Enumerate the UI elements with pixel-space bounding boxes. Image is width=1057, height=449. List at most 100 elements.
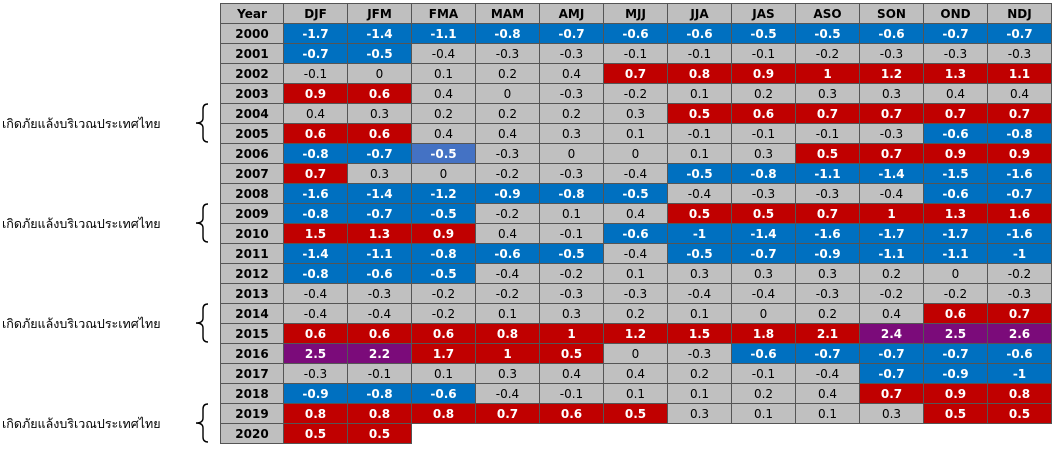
value-cell: -0.6 (603, 223, 668, 244)
value-cell: -0.6 (923, 183, 988, 204)
oni-table: Year DJF JFM FMA MAM AMJ MJJ JJA JAS ASO SON OND NDJ… (220, 3, 1052, 444)
value-cell: -1.6 (987, 163, 1052, 184)
table-header-row: Year DJF JFM FMA MAM AMJ MJJ JJA JAS ASO SON OND NDJ (220, 3, 1052, 24)
value-cell: -0.3 (539, 163, 604, 184)
value-cell: 0.4 (859, 303, 924, 324)
table-row: 2003 0.9 0.6 0.4 0 -0.3 -0.2 0.1 0.2 0.3 0.3 0.4 0.4 (220, 83, 1052, 104)
value-cell: -0.5 (731, 23, 796, 44)
value-cell: -0.1 (539, 223, 604, 244)
value-cell: -0.4 (603, 163, 668, 184)
value-cell: -0.2 (987, 263, 1052, 284)
value-cell: 1 (539, 323, 604, 344)
value-cell: -1.1 (859, 243, 924, 264)
value-cell: 0.3 (667, 263, 732, 284)
value-cell: -0.3 (539, 43, 604, 64)
value-cell: -0.2 (795, 43, 860, 64)
value-cell: 0.2 (475, 103, 540, 124)
value-cell: -0.4 (475, 263, 540, 284)
value-cell: 0.2 (539, 103, 604, 124)
value-cell: -0.8 (283, 203, 348, 224)
value-cell: 0.2 (731, 383, 796, 404)
value-cell: 0.7 (859, 103, 924, 124)
value-cell: -0.9 (795, 243, 860, 264)
year-cell: 2008 (220, 183, 284, 204)
column-header-jas: JAS (731, 3, 796, 24)
value-cell: 0.5 (987, 403, 1052, 424)
drought-annotation-label: เกิดภัยแล้งบริเวณประเทศไทย (2, 216, 161, 231)
value-cell: -0.6 (347, 263, 412, 284)
value-cell: -0.4 (731, 283, 796, 304)
value-cell: 2.1 (795, 323, 860, 344)
value-cell: 1.8 (731, 323, 796, 344)
year-cell: 2009 (220, 203, 284, 224)
year-cell: 2020 (220, 423, 284, 444)
value-cell: 0.8 (347, 403, 412, 424)
value-cell: -1.1 (347, 243, 412, 264)
year-cell: 2012 (220, 263, 284, 284)
empty-cell (603, 423, 668, 444)
value-cell: -1.4 (347, 183, 412, 204)
value-cell: -0.8 (475, 23, 540, 44)
column-header-ond: OND (923, 3, 988, 24)
year-cell: 2016 (220, 343, 284, 364)
value-cell: -1.4 (859, 163, 924, 184)
value-cell: -0.3 (987, 283, 1052, 304)
value-cell: 0.1 (411, 63, 476, 84)
value-cell: -0.2 (475, 163, 540, 184)
value-cell: -0.6 (411, 383, 476, 404)
table-row: 2013 -0.4 -0.3 -0.2 -0.2 -0.3 -0.3 -0.4 -0.4 -0.3… (220, 283, 1052, 304)
value-cell: 0.5 (347, 423, 412, 444)
year-cell: 2003 (220, 83, 284, 104)
value-cell: 0.4 (795, 383, 860, 404)
value-cell: 0.2 (795, 303, 860, 324)
empty-cell (539, 423, 604, 444)
value-cell: -0.4 (283, 283, 348, 304)
table-row: 2018 -0.9 -0.8 -0.6 -0.4 -0.1 0.1 0.1 0.2 0.4 0.7 0… (220, 383, 1052, 404)
value-cell: 0 (731, 303, 796, 324)
value-cell: -0.7 (283, 43, 348, 64)
value-cell: 0.3 (539, 123, 604, 144)
value-cell: -0.7 (539, 23, 604, 44)
value-cell: 0.3 (859, 403, 924, 424)
value-cell: 0 (603, 143, 668, 164)
value-cell: 0.9 (923, 383, 988, 404)
value-cell: 0.7 (859, 383, 924, 404)
value-cell: 0.1 (667, 383, 732, 404)
year-cell: 2006 (220, 143, 284, 164)
year-cell: 2005 (220, 123, 284, 144)
value-cell: -0.3 (859, 123, 924, 144)
value-cell: -1.1 (795, 163, 860, 184)
value-cell: 0.3 (859, 83, 924, 104)
value-cell: 0.7 (987, 103, 1052, 124)
value-cell: -0.6 (731, 343, 796, 364)
table-row: 2000 -1.7 -1.4 -1.1 -0.8 -0.7 -0.6 -0.6 -0.5 -0.5… (220, 23, 1052, 44)
column-header-jja: JJA (667, 3, 732, 24)
value-cell: 0.1 (603, 123, 668, 144)
year-cell: 2007 (220, 163, 284, 184)
value-cell: 0.2 (731, 83, 796, 104)
value-cell: -1.6 (283, 183, 348, 204)
value-cell: -0.4 (475, 383, 540, 404)
value-cell: 0.5 (667, 203, 732, 224)
year-cell: 2000 (220, 23, 284, 44)
value-cell: -0.1 (667, 123, 732, 144)
value-cell: 2.4 (859, 323, 924, 344)
value-cell: 0.8 (667, 63, 732, 84)
year-cell: 2013 (220, 283, 284, 304)
value-cell: 0.2 (411, 103, 476, 124)
value-cell: 0.6 (283, 123, 348, 144)
value-cell: 1.6 (987, 203, 1052, 224)
value-cell: 0 (411, 163, 476, 184)
value-cell: 0.3 (475, 363, 540, 384)
value-cell: -1.4 (283, 243, 348, 264)
value-cell: 0.9 (283, 83, 348, 104)
table-row: 2002 -0.1 0 0.1 0.2 0.4 0.7 0.8 0.9 1 1.2 1.3 1.1 (220, 63, 1052, 84)
table-row: 2004 0.4 0.3 0.2 0.2 0.2 0.3 0.5 0.6 0.7 0.7 0.7 0.7 (220, 103, 1052, 124)
value-cell: 0.1 (731, 403, 796, 424)
value-cell: 0.1 (603, 263, 668, 284)
value-cell: -0.7 (987, 183, 1052, 204)
column-header-fma: FMA (411, 3, 476, 24)
value-cell: -0.8 (539, 183, 604, 204)
value-cell: 0 (475, 83, 540, 104)
empty-cell (731, 423, 796, 444)
